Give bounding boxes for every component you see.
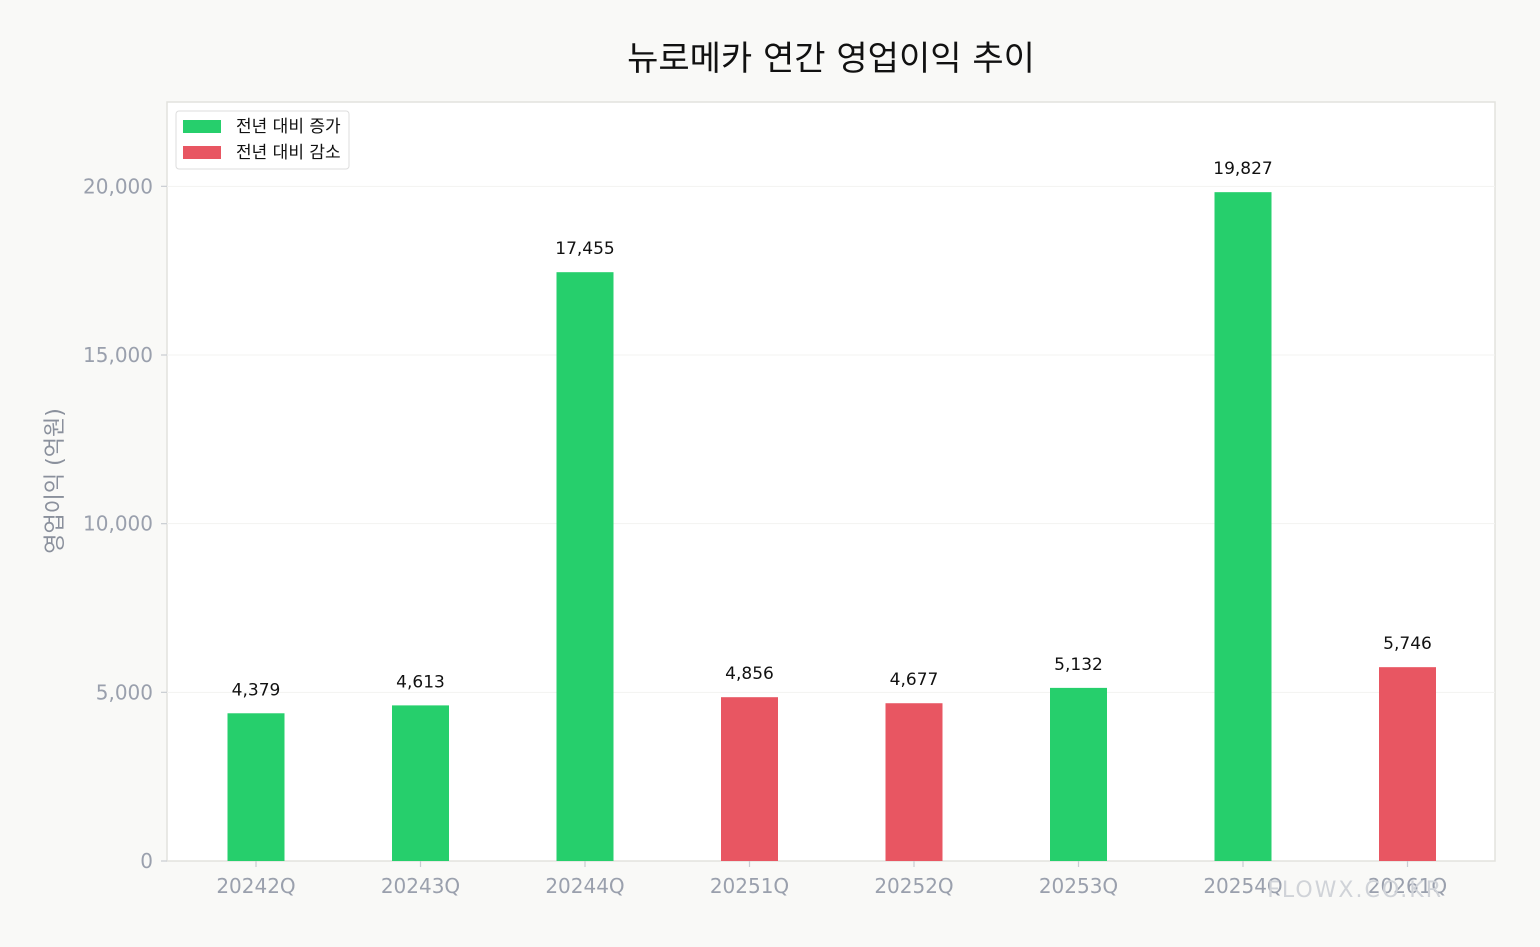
x-tick-label: 20242Q: [216, 874, 295, 898]
data-label: 17,455: [555, 239, 614, 259]
y-tick-label: 0: [140, 849, 153, 873]
x-tick-label: 20251Q: [710, 874, 789, 898]
x-axis: 20242Q 20243Q 20244Q 20251Q 20252Q 20253Q 2025…: [216, 861, 1447, 898]
legend-label: 전년 대비 증가: [236, 117, 341, 137]
grid-lines: [167, 185, 1495, 693]
x-tick-label: 20252Q: [874, 874, 953, 898]
data-label: 4,379: [232, 680, 281, 700]
y-tick-label: 15,000: [83, 343, 153, 367]
bar: [556, 272, 614, 861]
data-label: 4,613: [396, 672, 445, 692]
bar: [885, 703, 943, 861]
bar: [1050, 687, 1107, 861]
y-axis-label: 영업이익 (억원): [43, 408, 68, 554]
y-tick-label: 5,000: [96, 680, 153, 704]
x-tick-label: 20254Q: [1203, 874, 1282, 898]
data-label: 4,856: [725, 664, 774, 684]
legend-swatch: [183, 120, 221, 133]
data-label: 4,677: [890, 670, 939, 690]
data-label: 19,827: [1213, 159, 1272, 179]
bar: [721, 697, 778, 861]
plot-area: [166, 101, 1496, 862]
x-tick-label: 20253Q: [1039, 874, 1118, 898]
x-tick-label: 20261Q: [1368, 874, 1447, 898]
watermark: FLOWX.CO.KR: [1267, 878, 1443, 903]
x-tick-label: 20243Q: [381, 874, 460, 898]
x-tick-label: 20244Q: [545, 874, 624, 898]
bar: [1379, 667, 1436, 861]
y-tick-label: 20,000: [83, 174, 153, 198]
legend-label: 전년 대비 감소: [236, 143, 341, 163]
y-axis: 0 5,000 10,000 15,000 20,000: [83, 174, 167, 873]
bar: [1214, 192, 1272, 862]
bar: [227, 713, 285, 861]
chart-title: 뉴로메카 연간 영업이익 추이: [627, 39, 1035, 79]
y-tick-label: 10,000: [83, 512, 153, 536]
bar: [392, 705, 449, 861]
data-labels: 4,379 4,613 17,455 4,856 4,677 5,132 19,827 5,7…: [232, 159, 1432, 700]
data-label: 5,132: [1054, 655, 1103, 675]
legend-swatch: [183, 146, 221, 159]
data-label: 5,746: [1383, 634, 1432, 654]
bars: [227, 192, 1436, 862]
